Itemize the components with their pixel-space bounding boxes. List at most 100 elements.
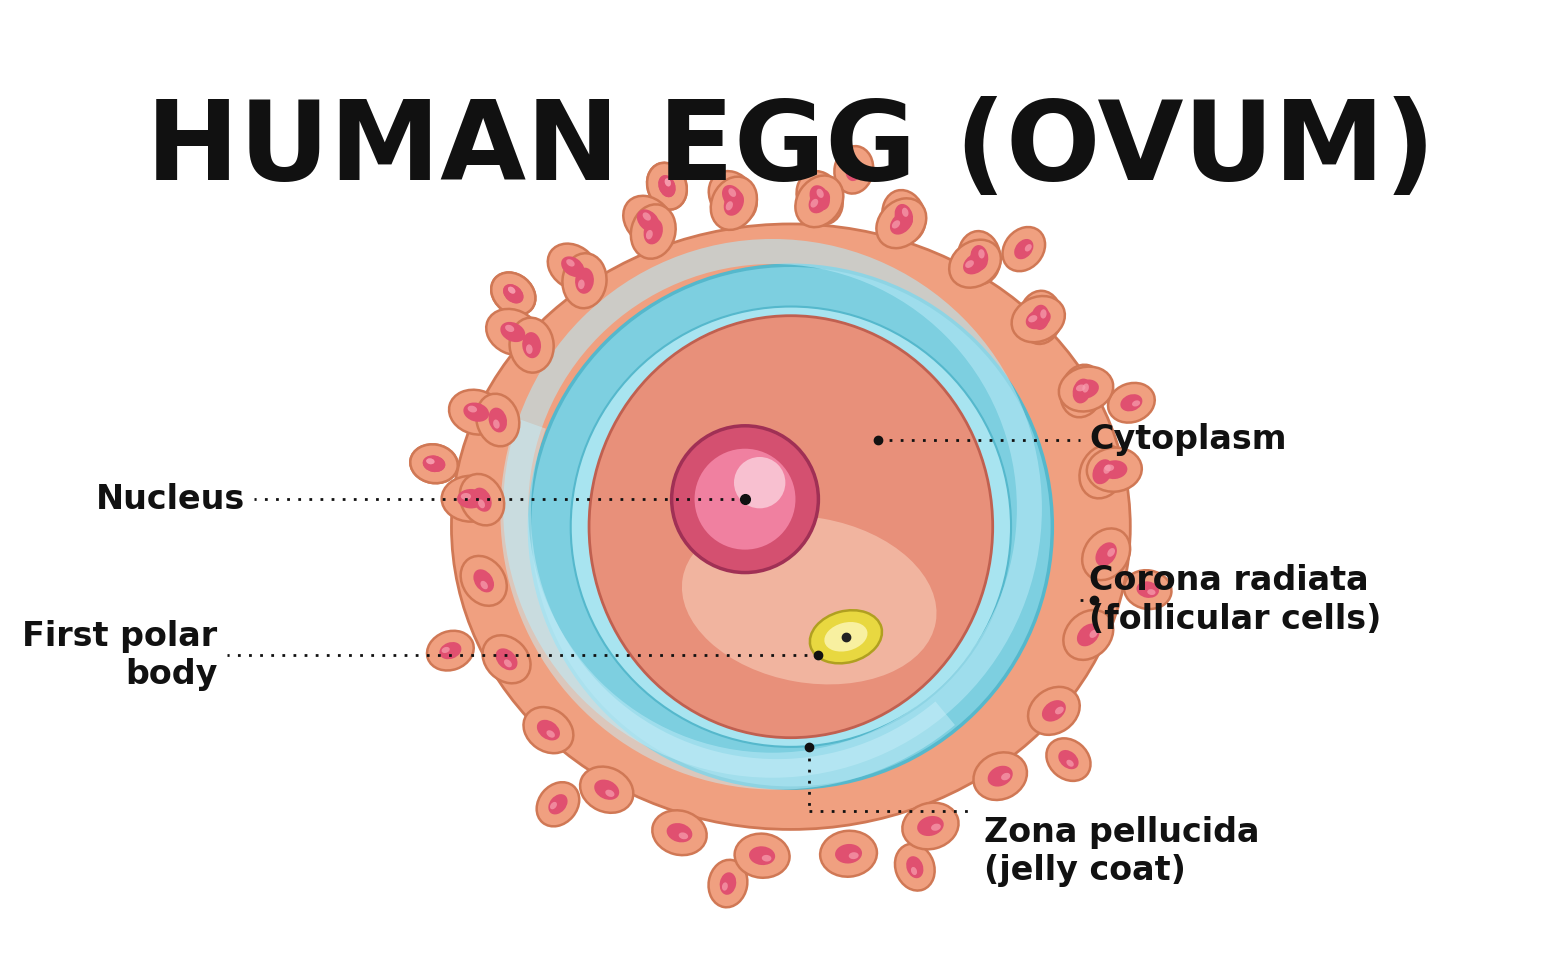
Text: Cytoplasm: Cytoplasm xyxy=(1090,423,1286,456)
Ellipse shape xyxy=(549,794,567,814)
Ellipse shape xyxy=(505,324,515,332)
Ellipse shape xyxy=(665,178,671,186)
Text: HUMAN EGG (OVUM): HUMAN EGG (OVUM) xyxy=(146,95,1435,203)
Ellipse shape xyxy=(797,172,843,224)
Ellipse shape xyxy=(460,493,471,500)
Circle shape xyxy=(570,307,1011,747)
Ellipse shape xyxy=(1087,448,1142,492)
Ellipse shape xyxy=(724,191,744,216)
Ellipse shape xyxy=(728,188,736,197)
Ellipse shape xyxy=(894,844,935,891)
Ellipse shape xyxy=(1025,244,1032,252)
Ellipse shape xyxy=(666,823,693,843)
Ellipse shape xyxy=(1108,383,1155,422)
Ellipse shape xyxy=(606,790,614,797)
Ellipse shape xyxy=(1028,316,1037,322)
Ellipse shape xyxy=(623,196,673,246)
Ellipse shape xyxy=(476,394,519,446)
Ellipse shape xyxy=(1003,227,1045,271)
Ellipse shape xyxy=(423,456,445,472)
Ellipse shape xyxy=(643,213,651,220)
Ellipse shape xyxy=(566,259,575,267)
Ellipse shape xyxy=(1147,589,1155,595)
Ellipse shape xyxy=(902,803,958,850)
Ellipse shape xyxy=(646,163,687,210)
Ellipse shape xyxy=(501,321,525,342)
Ellipse shape xyxy=(882,190,925,243)
Ellipse shape xyxy=(966,261,973,268)
Ellipse shape xyxy=(457,489,485,509)
Ellipse shape xyxy=(643,219,663,244)
Ellipse shape xyxy=(547,244,598,290)
Ellipse shape xyxy=(1090,630,1097,638)
Ellipse shape xyxy=(491,272,535,315)
Ellipse shape xyxy=(722,882,728,891)
Ellipse shape xyxy=(439,642,462,660)
Ellipse shape xyxy=(711,176,756,230)
Ellipse shape xyxy=(473,488,491,512)
Ellipse shape xyxy=(473,569,494,593)
Ellipse shape xyxy=(1107,548,1114,557)
Ellipse shape xyxy=(547,730,555,738)
Ellipse shape xyxy=(442,647,449,653)
Ellipse shape xyxy=(1040,310,1046,318)
Ellipse shape xyxy=(1056,707,1063,714)
Ellipse shape xyxy=(1073,379,1099,399)
Ellipse shape xyxy=(411,444,457,483)
Ellipse shape xyxy=(480,581,488,589)
Ellipse shape xyxy=(504,284,524,304)
Ellipse shape xyxy=(508,287,515,294)
Ellipse shape xyxy=(1031,305,1049,330)
Ellipse shape xyxy=(811,199,818,208)
Ellipse shape xyxy=(482,635,530,683)
Ellipse shape xyxy=(708,172,756,222)
Ellipse shape xyxy=(978,249,984,259)
Ellipse shape xyxy=(1026,309,1051,329)
Ellipse shape xyxy=(719,872,736,895)
Ellipse shape xyxy=(849,853,859,859)
Ellipse shape xyxy=(1104,465,1111,473)
Ellipse shape xyxy=(451,224,1130,829)
Ellipse shape xyxy=(524,708,574,754)
Ellipse shape xyxy=(449,390,504,434)
Ellipse shape xyxy=(411,444,457,483)
Ellipse shape xyxy=(735,834,789,878)
Ellipse shape xyxy=(817,189,823,198)
Circle shape xyxy=(735,457,786,509)
Ellipse shape xyxy=(589,316,992,738)
Ellipse shape xyxy=(493,419,499,428)
Ellipse shape xyxy=(894,204,913,228)
Ellipse shape xyxy=(809,185,829,210)
Ellipse shape xyxy=(631,205,676,259)
Ellipse shape xyxy=(1079,445,1125,499)
Ellipse shape xyxy=(825,622,868,652)
Ellipse shape xyxy=(973,753,1028,800)
Ellipse shape xyxy=(835,844,862,863)
Ellipse shape xyxy=(1124,570,1172,609)
Ellipse shape xyxy=(491,272,535,315)
Ellipse shape xyxy=(1028,687,1080,735)
Ellipse shape xyxy=(594,779,618,800)
Ellipse shape xyxy=(646,230,653,239)
Ellipse shape xyxy=(987,765,1012,787)
Ellipse shape xyxy=(426,631,474,670)
Ellipse shape xyxy=(580,766,634,812)
Ellipse shape xyxy=(508,287,515,294)
Ellipse shape xyxy=(1136,581,1159,598)
Text: Zona pellucida
(jelly coat): Zona pellucida (jelly coat) xyxy=(984,815,1259,887)
Ellipse shape xyxy=(809,189,831,214)
Ellipse shape xyxy=(463,403,490,421)
Ellipse shape xyxy=(679,832,688,839)
Ellipse shape xyxy=(1059,367,1113,412)
Ellipse shape xyxy=(522,332,541,359)
Ellipse shape xyxy=(575,268,594,294)
Ellipse shape xyxy=(477,500,485,509)
Circle shape xyxy=(671,425,818,572)
Ellipse shape xyxy=(820,831,877,877)
Text: First polar
body: First polar body xyxy=(22,619,217,691)
Ellipse shape xyxy=(659,175,676,197)
Ellipse shape xyxy=(510,318,553,372)
Ellipse shape xyxy=(487,309,539,355)
Ellipse shape xyxy=(504,284,524,304)
Ellipse shape xyxy=(1093,460,1113,484)
